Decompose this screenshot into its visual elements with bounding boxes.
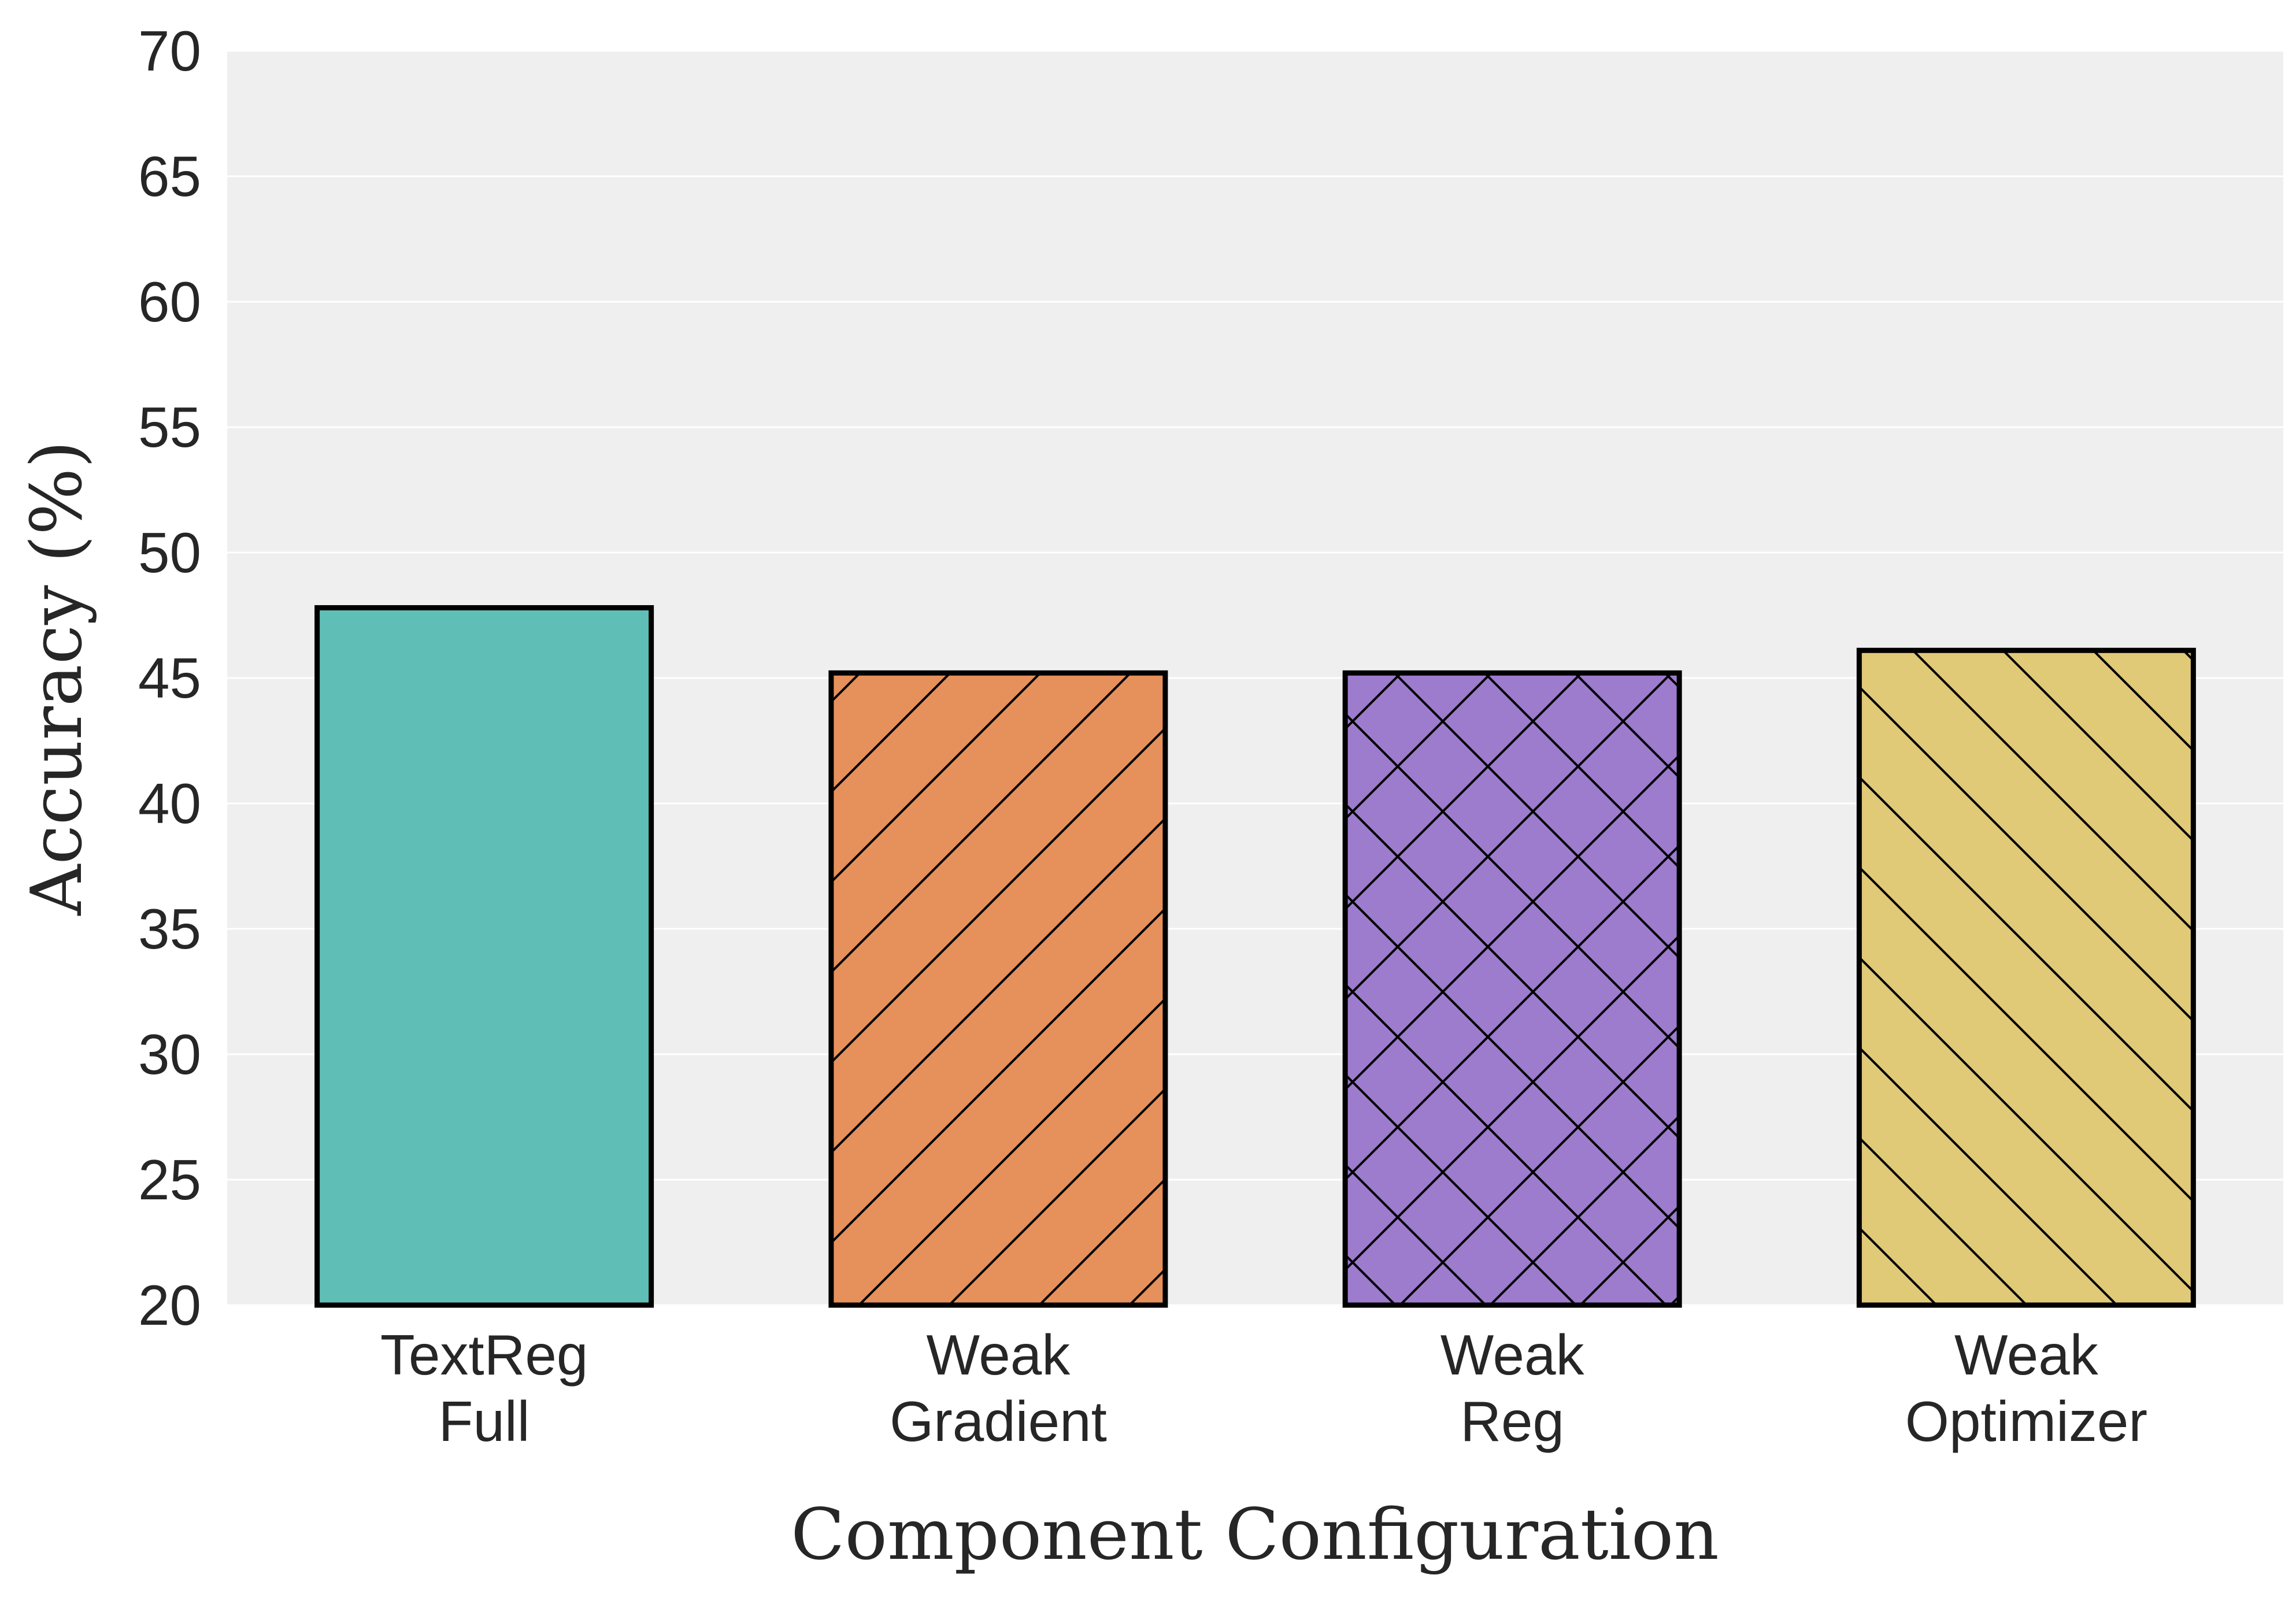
bar-group <box>1856 647 2196 1308</box>
y-tick-label: 55 <box>138 395 201 459</box>
bar-outline <box>1856 647 2196 1308</box>
y-tick-label: 25 <box>138 1148 201 1211</box>
x-axis-title: Component Configuration <box>791 1494 1719 1576</box>
x-tick-label: Weak Gradient <box>890 1323 1107 1453</box>
y-axis-ticks: 20 25 30 35 40 45 50 55 60 65 70 <box>138 19 201 1337</box>
y-tick-label: 40 <box>138 772 201 835</box>
bar-outline <box>828 670 1168 1308</box>
bar <box>317 607 651 1305</box>
y-tick-label: 60 <box>138 270 201 334</box>
bar-group <box>1342 670 1682 1308</box>
bar-hatch <box>831 673 1165 1305</box>
bars <box>314 605 2196 1308</box>
bar-outline <box>1342 670 1682 1308</box>
y-axis-title: Accuracy (%) <box>16 440 98 916</box>
bar-hatch <box>1859 650 2194 1305</box>
bar-outline <box>314 605 654 1308</box>
y-tick-label: 45 <box>138 646 201 710</box>
bar-group <box>828 670 1168 1308</box>
x-tick-label: Weak Reg <box>1440 1323 1585 1453</box>
bar-hatch <box>1345 673 1680 1305</box>
bar-group <box>314 605 654 1308</box>
y-tick-label: 70 <box>138 19 201 83</box>
y-tick-label: 20 <box>138 1273 201 1337</box>
y-tick-label: 35 <box>138 897 201 961</box>
y-tick-label: 65 <box>138 144 201 208</box>
y-tick-label: 50 <box>138 521 201 584</box>
x-axis-tick-labels: TextReg Full Weak Gradient Weak Reg Weak Optimi… <box>380 1323 2147 1453</box>
x-tick-label: Weak Optimizer <box>1905 1323 2147 1453</box>
x-tick-label: TextReg Full <box>380 1323 588 1453</box>
y-tick-label: 30 <box>138 1022 201 1086</box>
